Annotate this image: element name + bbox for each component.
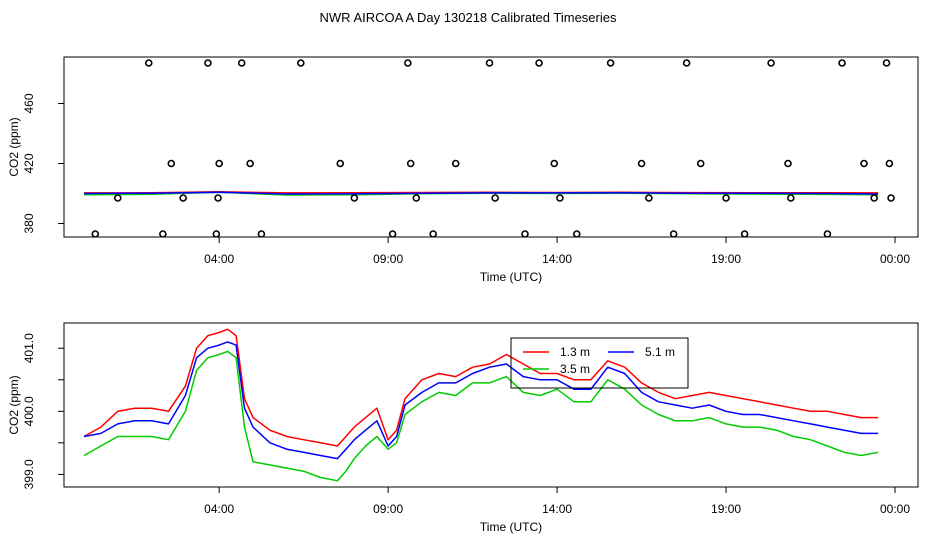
- legend-label: 1.3 m: [560, 345, 590, 359]
- calibration-point: [887, 194, 895, 202]
- calibration-point: [404, 59, 412, 67]
- calibration-point: [784, 159, 792, 168]
- calibration-point: [860, 159, 868, 168]
- calibration-point: [237, 59, 246, 67]
- calibration-point: [406, 159, 415, 168]
- y-tick-label: 380: [22, 213, 36, 233]
- y-axis-label: CO2 (ppm): [7, 375, 21, 434]
- calibration-point: [491, 194, 499, 202]
- plot-area: [83, 328, 879, 482]
- figure-title: NWR AIRCOA A Day 130218 Calibrated Times…: [320, 10, 617, 25]
- y-axis-label: CO2 (ppm): [7, 117, 21, 176]
- top-panel: 04:00 09:00 14:00 19:00 00:00 Time (UTC) 380 42…: [7, 56, 919, 284]
- series-line-1-3-m: [83, 328, 879, 447]
- calibration-point: [870, 194, 878, 202]
- calibration-point: [740, 230, 749, 237]
- calibration-point: [521, 230, 529, 237]
- legend-box: [510, 337, 689, 389]
- calibration-point: [885, 159, 894, 168]
- x-axis-label: Time (UTC): [480, 520, 542, 534]
- calibration-point: [204, 59, 212, 67]
- x-tick-label: 00:00: [880, 502, 910, 516]
- y-tick-label: 420: [22, 153, 36, 173]
- x-tick-label: 09:00: [373, 502, 403, 516]
- calibration-point: [637, 159, 646, 168]
- calibration-point: [113, 194, 122, 202]
- calibration-point: [167, 159, 176, 168]
- calibration-point: [556, 194, 564, 202]
- calibration-point: [823, 230, 832, 237]
- x-tick-label: 00:00: [880, 252, 910, 266]
- x-tick-label: 14:00: [542, 502, 572, 516]
- calibration-point: [535, 59, 543, 67]
- calibration-point: [838, 59, 846, 67]
- calibration-point: [179, 194, 187, 202]
- calibration-point: [257, 230, 266, 237]
- plot-area: [83, 59, 895, 237]
- plot-frame: [63, 322, 919, 488]
- x-tick-label: 04:00: [204, 502, 234, 516]
- calibration-point: [350, 194, 359, 202]
- calibration-point: [246, 159, 254, 168]
- calibration-point: [722, 194, 730, 202]
- x-tick-label: 09:00: [373, 252, 403, 266]
- calibration-point: [550, 159, 559, 168]
- x-tick-label: 19:00: [711, 502, 741, 516]
- calibration-point: [645, 194, 653, 202]
- calibration-point: [212, 230, 221, 237]
- calibration-point: [215, 159, 223, 168]
- calibration-point: [412, 194, 421, 202]
- calibration-point: [91, 230, 100, 237]
- calibration-point: [787, 194, 795, 202]
- calibration-point: [144, 59, 153, 67]
- calibration-point: [214, 194, 222, 202]
- bottom-panel: 04:00 09:00 14:00 19:00 00:00 Time (UTC) 399.0…: [7, 322, 919, 534]
- legend-label: 3.5 m: [560, 362, 590, 376]
- x-tick-label: 19:00: [711, 252, 741, 266]
- y-tick-label: 400.0: [22, 396, 36, 426]
- calibration-point: [682, 59, 691, 67]
- calibration-point: [767, 59, 775, 67]
- calibration-point: [696, 159, 705, 168]
- calibration-point: [669, 230, 678, 237]
- series-line-5-1-m: [83, 341, 879, 460]
- calibration-point: [159, 230, 167, 237]
- calibration-point: [451, 159, 460, 168]
- x-tick-label: 04:00: [204, 252, 234, 266]
- y-tick-label: 460: [22, 93, 36, 113]
- plot-frame: [63, 56, 919, 238]
- y-tick-label: 399.0: [22, 459, 36, 489]
- calibration-point: [297, 59, 305, 67]
- calibration-point: [882, 59, 891, 67]
- calibration-point: [336, 159, 345, 168]
- calibration-point: [388, 230, 397, 237]
- calibration-point: [606, 59, 615, 67]
- x-tick-label: 14:00: [542, 252, 572, 266]
- legend-label: 5.1 m: [645, 345, 675, 359]
- y-tick-label: 401.0: [22, 333, 36, 363]
- calibration-point: [485, 59, 494, 67]
- calibration-point: [429, 230, 437, 237]
- x-axis-label: Time (UTC): [480, 270, 542, 284]
- calibration-point: [572, 230, 581, 237]
- series-line-3-5-m: [83, 350, 879, 482]
- series-line-5-1-m: [83, 191, 879, 195]
